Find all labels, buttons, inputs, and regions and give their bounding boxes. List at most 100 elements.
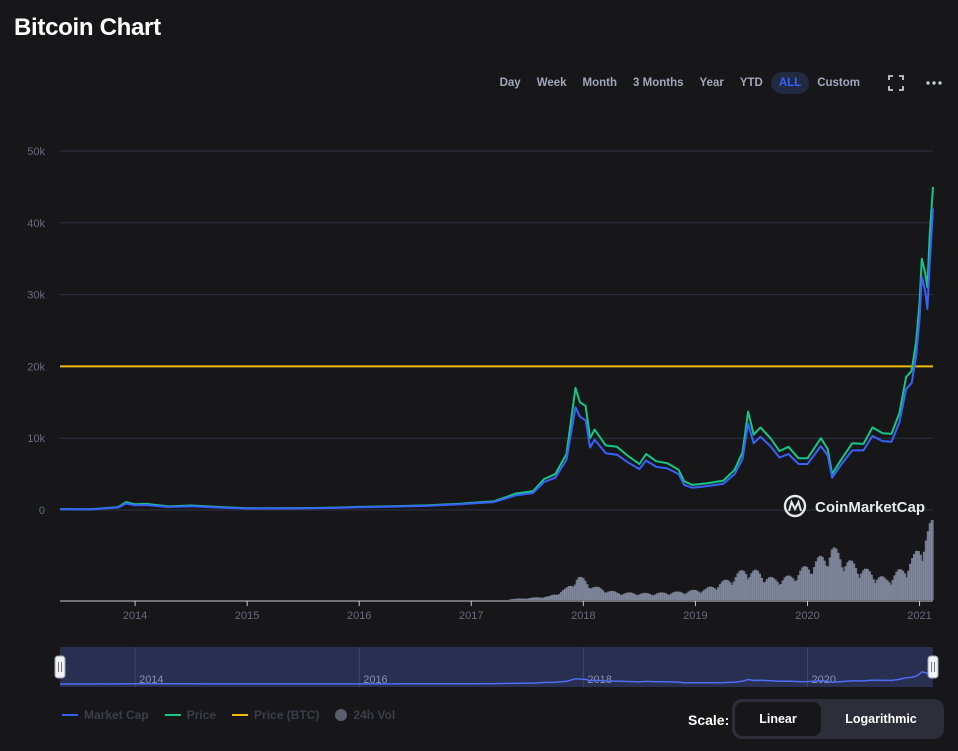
volume-bar <box>728 582 732 600</box>
range-day-button[interactable]: Day <box>499 77 521 89</box>
range-month-button[interactable]: Month <box>582 77 618 89</box>
volume-bar <box>650 594 654 600</box>
volume-bar <box>673 591 677 600</box>
volume-bar <box>559 591 563 600</box>
volume-bar <box>763 581 767 600</box>
volume-bar <box>652 595 656 600</box>
volume-swatch <box>335 709 348 721</box>
volume-bar <box>634 594 638 600</box>
volume-bar <box>838 559 842 600</box>
volume-bar <box>599 588 603 600</box>
volume-bar <box>699 593 703 600</box>
volume-bar <box>916 551 920 600</box>
volume-bar <box>734 577 738 600</box>
volume-bar <box>767 577 771 600</box>
volume-bar <box>913 553 917 600</box>
volume-bar <box>722 580 726 600</box>
volume-bar <box>636 595 640 600</box>
volume-bar <box>709 586 713 600</box>
range-all-button[interactable]: ALL <box>770 72 810 94</box>
more-icon[interactable] <box>924 73 944 93</box>
volume-bar <box>587 587 591 600</box>
volume-bar <box>697 591 701 600</box>
legend-volume[interactable]: 24h Vol <box>335 708 395 722</box>
volume-bar <box>520 598 524 600</box>
volume-bar <box>648 593 652 600</box>
range-ytd-button[interactable]: YTD <box>739 77 763 89</box>
volume-bar <box>814 561 818 600</box>
volume-bar <box>811 573 815 600</box>
volume-bar <box>897 569 901 600</box>
volume-bar <box>895 571 899 600</box>
volume-bar <box>740 570 744 600</box>
range-custom-button[interactable]: Custom <box>817 77 860 89</box>
volume-bar <box>850 560 854 600</box>
volume-bar <box>879 576 883 600</box>
volume-bar <box>585 584 589 600</box>
volume-bar <box>885 580 889 600</box>
volume-bar <box>818 555 822 600</box>
volume-bar <box>509 599 513 600</box>
volume-bar <box>661 592 665 600</box>
volume-bar <box>540 597 544 600</box>
volume-bar <box>875 579 879 600</box>
volume-bar <box>563 588 567 600</box>
legend-price-btc-label: Price (BTC) <box>254 708 320 722</box>
volume-bar <box>863 568 867 600</box>
fullscreen-icon[interactable] <box>886 73 906 93</box>
volume-bar <box>846 562 850 600</box>
volume-bar <box>769 576 773 600</box>
x-tick-label: 2016 <box>347 610 371 622</box>
volume-bar <box>793 581 797 600</box>
volume-bar <box>554 594 558 600</box>
legend-market-cap[interactable]: Market Cap <box>62 708 149 722</box>
volume-bar <box>862 570 866 600</box>
volume-bar <box>705 588 709 600</box>
range-3months-button[interactable]: 3 Months <box>633 77 684 89</box>
volume-bar <box>860 573 864 600</box>
volume-bar <box>528 598 532 600</box>
x-tick-label: 2014 <box>123 610 147 622</box>
volume-bar <box>748 577 752 600</box>
volume-bar <box>914 550 918 600</box>
volume-bar <box>854 568 858 600</box>
range-year-button[interactable]: Year <box>699 77 724 89</box>
price-swatch <box>164 714 181 716</box>
x-tick-label: 2017 <box>459 610 483 622</box>
legend-price[interactable]: Price <box>164 708 216 722</box>
time-range-selector: Day Week Month 3 Months Year YTD ALL Cus… <box>492 72 944 94</box>
volume-bar <box>891 579 895 600</box>
x-tick-label: 2018 <box>571 610 595 622</box>
volume-bar <box>887 582 891 600</box>
price-chart[interactable]: 50k 40k 30k 20k 10k 0 2014 2015 2016 2017 2018 2019… <box>0 0 958 700</box>
volume-bar <box>805 566 809 600</box>
volume-bar <box>583 580 587 600</box>
volume-bar <box>538 597 542 600</box>
logarithmic-scale-button[interactable]: Logarithmic <box>845 712 917 726</box>
volume-bar <box>612 591 616 600</box>
navigator-window <box>60 647 933 687</box>
linear-scale-button[interactable]: Linear <box>735 702 821 736</box>
volume-bar <box>720 581 724 600</box>
volume-bar <box>877 577 881 600</box>
volume-bar <box>510 599 514 600</box>
volume-bar <box>760 577 764 600</box>
x-tick-label: 2019 <box>683 610 707 622</box>
volume-bar <box>707 587 711 600</box>
volume-bar <box>667 594 671 600</box>
volume-bar <box>552 594 556 600</box>
volume-bar <box>905 577 909 600</box>
volume-bar <box>512 598 516 600</box>
volume-bar <box>669 593 673 600</box>
volume-bar <box>693 589 697 600</box>
volume-bar <box>856 573 860 600</box>
scale-toggle: Linear Logarithmic <box>732 699 944 739</box>
range-week-button[interactable]: Week <box>536 77 567 89</box>
volume-bar <box>601 590 605 600</box>
volume-bar <box>640 593 644 600</box>
volume-bar <box>803 566 807 600</box>
volume-bar <box>724 579 728 600</box>
volume-bar <box>867 571 871 600</box>
volume-bar <box>518 598 522 600</box>
legend-price-btc[interactable]: Price (BTC) <box>232 708 319 722</box>
